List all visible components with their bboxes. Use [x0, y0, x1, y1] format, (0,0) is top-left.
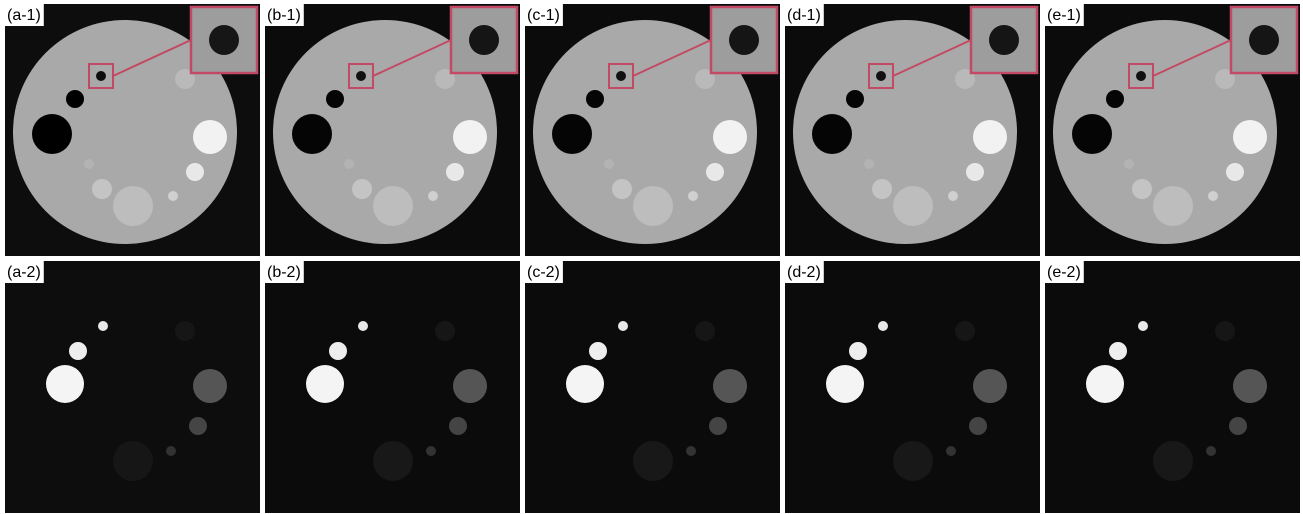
image-panel: (d-2): [785, 261, 1040, 513]
image-panel: (c-2): [525, 261, 780, 513]
phantom-image: [525, 261, 780, 513]
panel-label: (a-2): [7, 264, 41, 281]
panel-label: (c-1): [527, 7, 560, 24]
image-panel: (e-2): [1045, 261, 1300, 513]
phantom-image: [265, 261, 520, 513]
panel-label: (d-1): [787, 7, 821, 24]
phantom-image: [525, 4, 780, 256]
image-panel: (a-1): [5, 4, 260, 256]
phantom-image: [785, 4, 1040, 256]
figure: (a-1) (b-1) (c-1) (d-1) (e-1) (a-2) (b-2) (c-2)…: [0, 0, 1303, 514]
panel-label: (d-2): [787, 264, 821, 281]
panel-label: (e-1): [1047, 7, 1081, 24]
phantom-image: [265, 4, 520, 256]
panel-label: (b-2): [267, 264, 301, 281]
image-panel: (e-1): [1045, 4, 1300, 256]
panel-label: (b-1): [267, 7, 301, 24]
image-panel: (b-2): [265, 261, 520, 513]
phantom-image: [5, 4, 260, 256]
image-panel: (c-1): [525, 4, 780, 256]
phantom-image: [1045, 261, 1300, 513]
panel-label: (a-1): [7, 7, 41, 24]
image-panel: (d-1): [785, 4, 1040, 256]
panel-label: (c-2): [527, 264, 560, 281]
image-panel: (a-2): [5, 261, 260, 513]
image-panel: (b-1): [265, 4, 520, 256]
phantom-image: [1045, 4, 1300, 256]
phantom-image: [785, 261, 1040, 513]
phantom-image: [5, 261, 260, 513]
panel-label: (e-2): [1047, 264, 1081, 281]
